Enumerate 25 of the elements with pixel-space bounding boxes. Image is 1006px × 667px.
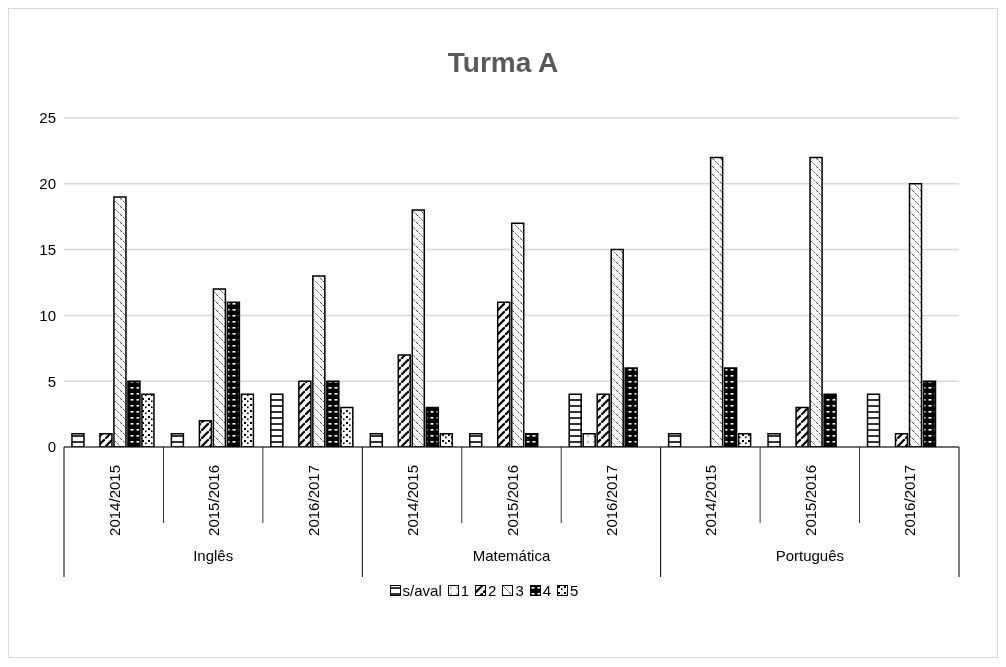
legend-label: 1 xyxy=(460,582,470,599)
x-tick-label: 2016/2017 xyxy=(304,465,322,536)
legend-label: 2 xyxy=(488,582,497,599)
y-tick-label: 10 xyxy=(39,306,56,324)
x-tick-label: 2014/2015 xyxy=(702,465,720,536)
y-tick-label: 25 xyxy=(39,109,56,127)
y-tick-label: 5 xyxy=(47,372,56,390)
x-tick-label: 2016/2017 xyxy=(901,465,919,536)
y-tick-label: 15 xyxy=(39,240,56,258)
x-tick-label: 2015/2016 xyxy=(503,465,521,536)
legend-label: 5 xyxy=(570,582,579,599)
x-tick-label: 2016/2017 xyxy=(602,465,620,536)
text: Inglês xyxy=(193,547,234,564)
text: Português xyxy=(775,547,845,564)
y-tick-label: 20 xyxy=(39,175,56,193)
x-tick-label: 2015/2016 xyxy=(205,465,223,536)
y-tick-label: 0 xyxy=(47,438,56,456)
text: Matemática xyxy=(472,547,551,564)
legend-label: 4 xyxy=(542,582,552,599)
x-tick-label: 2014/2015 xyxy=(105,465,123,536)
x-tick-label: 2015/2016 xyxy=(801,465,819,536)
x-tick-label: 2014/2015 xyxy=(404,465,422,536)
chart-title: Turma A xyxy=(446,46,560,79)
legend-label: 3 xyxy=(515,582,524,599)
legend-label: s/aval xyxy=(402,582,442,599)
